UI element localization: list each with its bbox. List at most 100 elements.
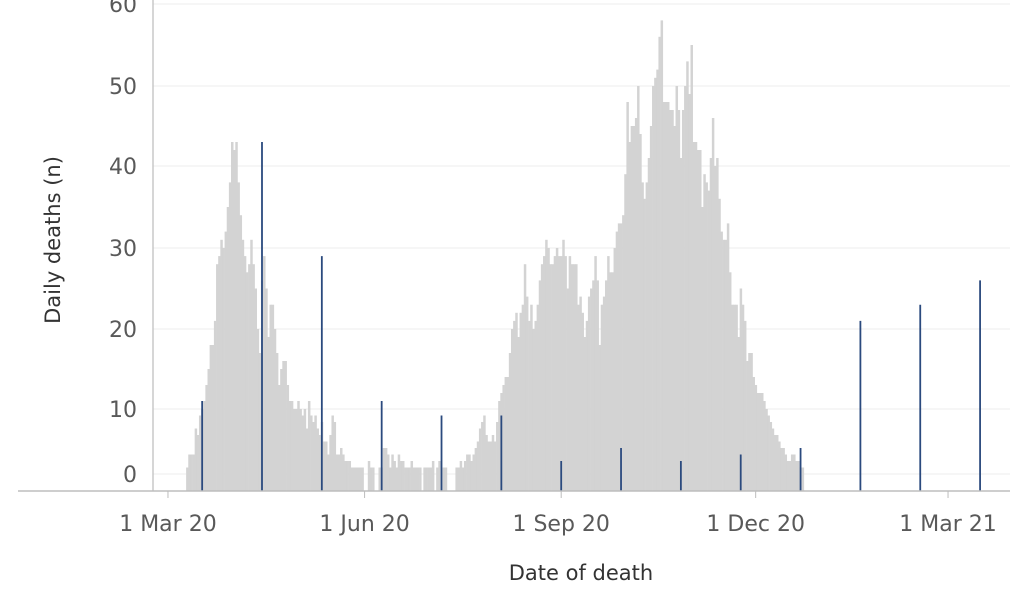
daily-bar <box>536 304 540 491</box>
daily-bar <box>778 441 781 491</box>
daily-bar <box>566 288 570 491</box>
daily-bar <box>459 461 463 491</box>
daily-bar <box>594 256 597 491</box>
daily-bar <box>652 86 655 491</box>
daily-bar <box>468 454 471 491</box>
daily-bar <box>310 415 313 491</box>
daily-bar <box>419 467 422 491</box>
daily-bar <box>414 467 418 491</box>
daily-bar <box>735 304 738 491</box>
daily-bar <box>673 126 676 491</box>
daily-bar <box>252 264 255 491</box>
daily-bar <box>617 223 621 491</box>
daily-bar <box>696 150 700 491</box>
daily-bar <box>305 428 309 491</box>
daily-bar <box>485 435 488 491</box>
daily-bar <box>726 223 730 491</box>
daily-bar <box>632 126 636 491</box>
daily-bar <box>671 110 674 491</box>
daily-bar <box>192 454 196 491</box>
daily-bar <box>372 467 375 491</box>
daily-bar <box>583 337 587 491</box>
daily-bar <box>220 239 223 491</box>
daily-bar <box>190 454 193 491</box>
daily-bar <box>654 77 657 492</box>
daily-bar <box>436 467 439 491</box>
daily-bar <box>295 409 298 491</box>
daily-bar <box>194 428 198 491</box>
daily-bar <box>662 102 666 491</box>
daily-bar <box>784 454 788 491</box>
y-tick-label: 30 <box>109 237 137 262</box>
weekly-markers <box>201 142 981 491</box>
daily-bar <box>265 288 268 491</box>
daily-bar <box>754 385 758 491</box>
daily-bar <box>793 454 796 491</box>
daily-bar <box>555 248 559 491</box>
y-tick-label: 50 <box>109 75 137 100</box>
daily-bar <box>378 467 381 491</box>
daily-bar <box>649 126 653 491</box>
daily-bar <box>444 467 448 491</box>
daily-bar <box>666 102 670 491</box>
daily-bar <box>775 435 779 491</box>
daily-bar <box>577 304 580 491</box>
daily-bar <box>269 304 272 491</box>
daily-bar <box>506 377 510 491</box>
daily-bar <box>553 256 557 491</box>
daily-bar <box>596 280 599 491</box>
daily-bar <box>278 385 281 491</box>
daily-bar <box>307 401 311 491</box>
daily-bar <box>679 158 683 491</box>
daily-bar <box>639 134 642 491</box>
daily-bar <box>496 422 499 491</box>
daily-bar <box>568 256 572 491</box>
daily-bar <box>478 428 482 491</box>
daily-bar <box>387 454 390 491</box>
daily-bar <box>581 312 584 491</box>
x-tick-label: 1 Mar 20 <box>119 512 217 537</box>
daily-bar <box>521 304 525 491</box>
daily-bar <box>280 369 283 491</box>
daily-bar <box>288 401 292 491</box>
daily-bar <box>243 256 247 491</box>
y-tick-label: 20 <box>109 318 137 343</box>
daily-bar <box>619 223 623 491</box>
daily-bar <box>290 401 294 491</box>
daily-bar <box>466 454 469 491</box>
daily-bar <box>399 461 403 491</box>
daily-bar <box>391 454 394 491</box>
daily-bar <box>767 415 770 491</box>
daily-bar <box>600 304 604 491</box>
daily-bar <box>572 264 576 491</box>
daily-bar <box>510 329 514 491</box>
daily-bar <box>327 454 330 491</box>
daily-bar <box>222 248 225 491</box>
daily-bar <box>705 182 708 491</box>
x-tick-label: 1 Dec 20 <box>706 512 805 537</box>
daily-bar <box>628 142 632 491</box>
daily-bar <box>438 461 441 491</box>
daily-bar <box>425 467 428 491</box>
y-tick-label: 10 <box>109 398 137 423</box>
daily-bar <box>408 467 411 491</box>
daily-bar <box>382 448 386 491</box>
daily-bar <box>233 150 236 491</box>
daily-bar <box>474 448 478 491</box>
daily-bar <box>769 422 773 491</box>
daily-bar <box>624 174 627 491</box>
daily-bar <box>699 150 702 491</box>
daily-bar <box>359 467 362 491</box>
daily-bar <box>337 454 341 491</box>
daily-bar <box>758 393 762 491</box>
daily-bar <box>656 69 659 491</box>
daily-bar <box>342 454 345 491</box>
daily-bar <box>575 264 578 491</box>
daily-bar <box>688 94 691 491</box>
daily-bar <box>226 207 230 491</box>
daily-bar <box>423 467 426 491</box>
daily-bar <box>384 448 388 491</box>
daily-bar <box>707 190 711 491</box>
daily-bar <box>570 264 574 491</box>
daily-bar <box>660 20 664 492</box>
